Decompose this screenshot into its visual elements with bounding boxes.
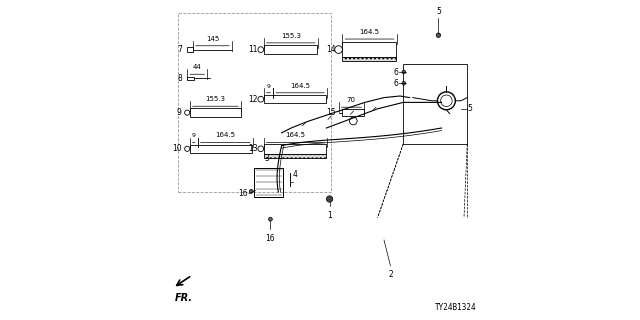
- Bar: [189, 145, 252, 153]
- Text: 3: 3: [265, 154, 269, 163]
- Text: 9: 9: [192, 133, 196, 138]
- Bar: [264, 45, 317, 54]
- Text: 12: 12: [248, 95, 258, 104]
- Text: 44: 44: [193, 64, 202, 70]
- Text: 145: 145: [206, 36, 219, 42]
- Bar: [264, 154, 326, 158]
- Text: FR.: FR.: [175, 293, 193, 303]
- Text: 15: 15: [326, 108, 335, 117]
- Bar: [264, 144, 326, 154]
- Bar: [178, 13, 332, 192]
- Text: 164.5: 164.5: [285, 132, 305, 138]
- Text: 5: 5: [467, 104, 472, 113]
- Text: 13: 13: [248, 144, 258, 153]
- Text: 8: 8: [177, 74, 182, 83]
- Text: 10: 10: [172, 144, 182, 153]
- Text: 9: 9: [266, 84, 271, 89]
- Text: 6: 6: [394, 79, 398, 88]
- Bar: [342, 109, 364, 116]
- Circle shape: [269, 217, 273, 221]
- Text: 70: 70: [347, 97, 356, 103]
- Text: TY24B1324: TY24B1324: [435, 303, 477, 312]
- Text: 9: 9: [177, 108, 182, 117]
- Bar: [403, 64, 467, 144]
- Bar: [187, 47, 193, 52]
- Text: 1: 1: [327, 211, 332, 220]
- Circle shape: [402, 70, 406, 74]
- Text: 7: 7: [177, 45, 182, 54]
- Bar: [189, 108, 241, 117]
- Bar: [187, 77, 195, 80]
- Text: 164.5: 164.5: [290, 83, 310, 89]
- Circle shape: [250, 189, 253, 193]
- Text: 164.5: 164.5: [360, 29, 380, 35]
- Text: 11: 11: [248, 45, 258, 54]
- Text: 6: 6: [394, 68, 398, 76]
- Bar: [342, 42, 396, 57]
- Bar: [254, 168, 283, 197]
- Circle shape: [402, 81, 406, 85]
- Text: 155.3: 155.3: [205, 96, 225, 102]
- Circle shape: [326, 196, 333, 202]
- Text: 16: 16: [238, 189, 248, 198]
- Circle shape: [436, 33, 440, 37]
- Bar: [342, 57, 396, 61]
- Text: 2: 2: [388, 270, 393, 279]
- Text: 164.5: 164.5: [215, 132, 236, 138]
- Text: 14: 14: [326, 45, 335, 54]
- Text: 155.3: 155.3: [281, 33, 301, 39]
- Text: 4: 4: [292, 170, 298, 179]
- Bar: [264, 95, 326, 103]
- Text: 16: 16: [266, 234, 275, 243]
- Text: 5: 5: [436, 7, 441, 16]
